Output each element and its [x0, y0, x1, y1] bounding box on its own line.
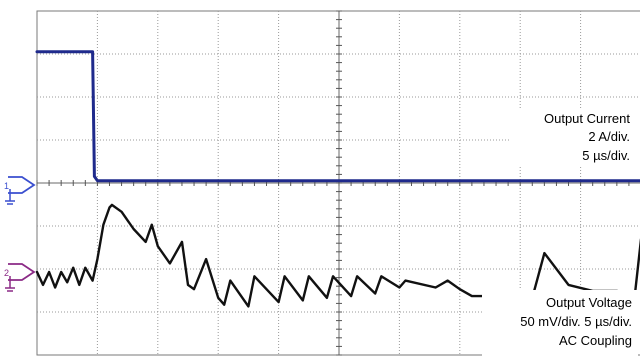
current-ground-marker-arrow	[8, 176, 36, 194]
voltage-annotation-background	[482, 290, 638, 356]
voltage-ground-marker-symbol	[5, 276, 15, 292]
current-annotation: Output Current 2 A/div. 5 µs/div.	[510, 108, 638, 166]
current-annotation-title: Output Current	[544, 111, 630, 126]
current-channel-number: 1	[4, 181, 9, 191]
voltage-annotation-title: Output Voltage	[546, 295, 632, 310]
voltage-annotation: Output Voltage 50 mV/div. 5 µs/div. AC C…	[482, 290, 638, 356]
channel-markers: 12	[4, 176, 36, 292]
current-trace	[35, 50, 640, 183]
voltage-annotation-coupling: AC Coupling	[559, 333, 632, 348]
graticule	[36, 10, 640, 356]
voltage-annotation-scale: 50 mV/div. 5 µs/div.	[520, 314, 632, 329]
current-ground-marker-symbol	[5, 189, 15, 205]
current-annotation-scale: 2 A/div.	[588, 129, 630, 144]
voltage-ground-marker-arrow	[8, 263, 36, 281]
current-annotation-background	[510, 108, 638, 166]
current-annotation-timebase: 5 µs/div.	[582, 148, 630, 163]
voltage-channel-number: 2	[4, 268, 9, 278]
